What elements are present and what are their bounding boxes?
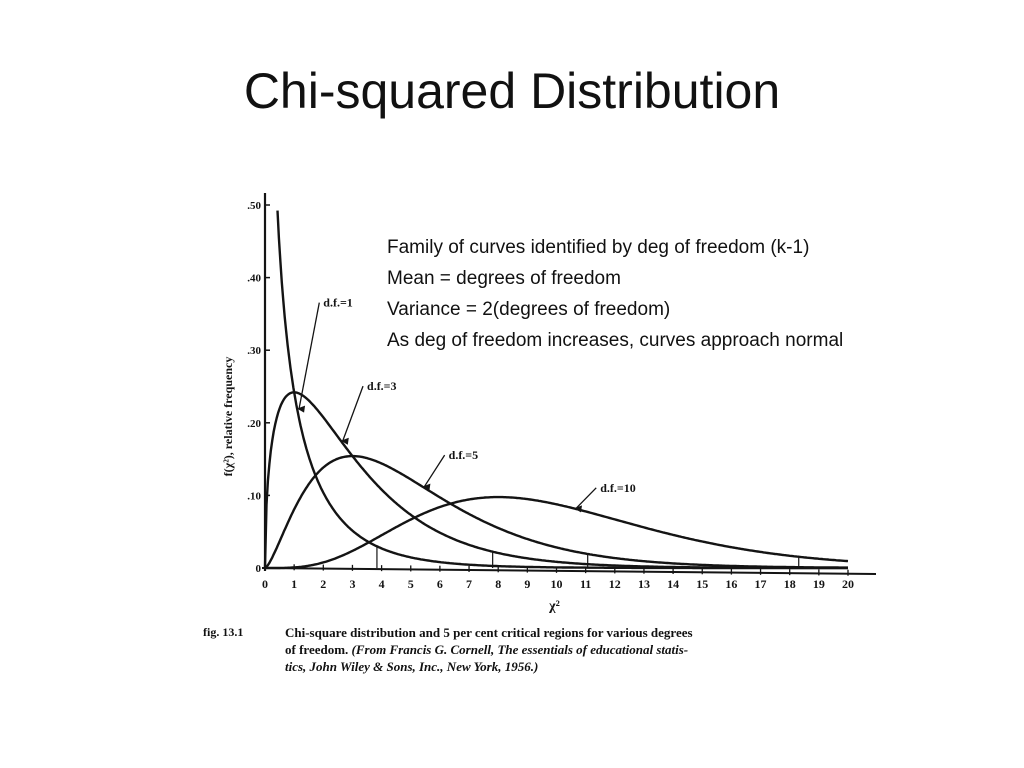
x-tick-label: 14 [667, 577, 679, 591]
x-tick-label: 2 [320, 577, 326, 591]
x-tick-label: 19 [813, 577, 825, 591]
x-tick-label: 12 [609, 577, 621, 591]
x-tick-label: 18 [784, 577, 796, 591]
y-tick-label: 0 [256, 563, 262, 575]
slide-title: Chi-squared Distribution [243, 63, 781, 119]
note-line: Mean = degrees of freedom [387, 268, 621, 289]
note-line: Variance = 2(degrees of freedom) [387, 299, 671, 320]
caption-line: of freedom. (From Francis G. Cornell, Th… [285, 641, 885, 658]
x-tick-label: 6 [437, 577, 443, 591]
x-tick-label: 7 [466, 577, 472, 591]
series-label-df-5: d.f.=5 [449, 448, 479, 462]
caption-body: Chi-square distribution and 5 per cent c… [285, 624, 885, 675]
label-arrow-df-1 [297, 405, 306, 413]
label-arrow-df-5 [422, 483, 431, 491]
x-tick-label: 15 [696, 577, 708, 591]
x-tick-label: 8 [495, 577, 501, 591]
caption-source: (From Francis G. Cornell, The essentials… [351, 642, 689, 657]
x-tick-label: 4 [379, 577, 385, 591]
x-tick-label: 11 [580, 577, 591, 591]
x-tick-label: 3 [349, 577, 355, 591]
y-tick-label: .30 [247, 345, 261, 357]
label-arrow-df-10 [573, 505, 582, 513]
chart-labels: d.f.=1 d.f.=3 d.f.=5 d.f.=10 [297, 296, 636, 513]
y-tick-label: .40 [247, 273, 261, 285]
x-tick-label: 17 [755, 577, 767, 591]
x-tick-label: 9 [524, 577, 530, 591]
note-line: Family of curves identified by deg of fr… [387, 237, 810, 258]
label-arrow-df-3 [340, 437, 349, 445]
x-tick-label: 20 [842, 577, 854, 591]
chart-axes: 0.10.20.30.40.500 1 2 3 4 5 6 7 8 9 10 11 12 13 14 15 16… [221, 193, 877, 614]
x-axis-line [261, 567, 877, 575]
x-tick-label: 1 [291, 577, 297, 591]
series-label-df-1: d.f.=1 [323, 296, 353, 310]
caption-source-line: tics, John Wiley & Sons, Inc., New York,… [285, 659, 539, 674]
label-leader-df-1 [298, 302, 320, 409]
chart-curves [263, 210, 849, 570]
caption-text: of freedom. [285, 642, 349, 657]
note-line: As deg of freedom increases, curves appr… [387, 330, 844, 351]
x-tick-label: 0 [262, 577, 268, 591]
curve-df-1 [276, 210, 848, 570]
label-leader-df-10 [575, 487, 597, 509]
x-axis-label: χ² [548, 599, 560, 614]
y-tick-label: .20 [247, 418, 261, 430]
notes-list: Family of curves identified by deg of fr… [387, 232, 987, 356]
x-tick-label: 13 [638, 577, 650, 591]
curve-df-10 [265, 495, 849, 570]
curve-df-3 [263, 391, 848, 570]
curve-df-5 [264, 454, 848, 569]
label-leader-df-3 [342, 385, 364, 441]
label-leader-df-5 [423, 454, 446, 487]
x-tick-label: 5 [408, 577, 414, 591]
x-tick-label: 10 [551, 577, 563, 591]
figure-number: fig. 13.1 [203, 625, 244, 639]
caption-line: Chi-square distribution and 5 per cent c… [285, 625, 693, 640]
y-axis-label: f(χ²), relative frequency [221, 357, 235, 477]
series-label-df-3: d.f.=3 [367, 379, 397, 393]
series-label-df-10: d.f.=10 [600, 481, 636, 495]
y-tick-label: .10 [247, 490, 261, 502]
x-tick-label: 16 [725, 577, 737, 591]
y-tick-label: .50 [247, 200, 261, 212]
